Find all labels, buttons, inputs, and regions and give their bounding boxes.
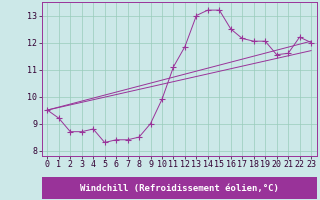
Text: Windchill (Refroidissement éolien,°C): Windchill (Refroidissement éolien,°C) — [80, 184, 279, 192]
